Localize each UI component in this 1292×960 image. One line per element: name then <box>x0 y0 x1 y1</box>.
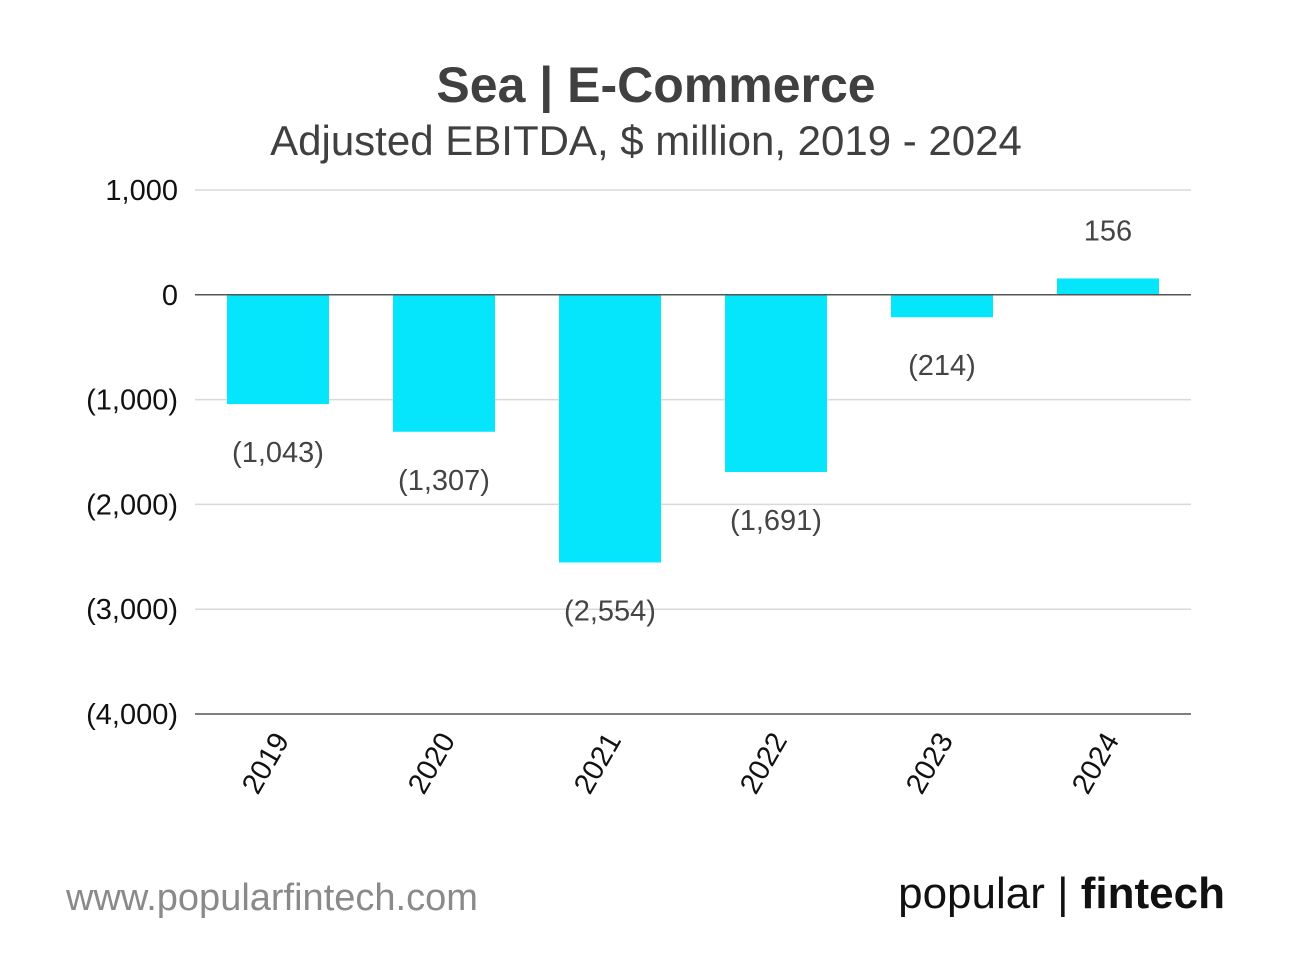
bar-2019 <box>227 294 329 405</box>
x-tick-label-2023: 2023 <box>900 728 960 800</box>
bar-2024 <box>1057 278 1159 295</box>
bar-2023 <box>891 294 993 318</box>
chart-title: Sea | E-Commerce <box>436 57 875 114</box>
bar-2021 <box>559 294 661 563</box>
data-label-2022: (1,691) <box>730 505 822 537</box>
x-tick-label-2020: 2020 <box>402 728 462 800</box>
y-tick-label: 0 <box>162 280 178 312</box>
y-tick-label: 1,000 <box>105 175 178 207</box>
y-tick-label: (3,000) <box>86 594 178 626</box>
data-label-2021: (2,554) <box>564 595 656 627</box>
bar-2020 <box>393 294 495 432</box>
chart-subtitle: Adjusted EBITDA, $ million, 2019 - 2024 <box>270 117 1022 164</box>
axes <box>195 294 1191 715</box>
data-label-2024: 156 <box>1084 215 1132 247</box>
x-axis-tick-labels: 2019 2020 2021 2022 2023 2024 <box>236 728 1126 800</box>
data-label-2020: (1,307) <box>398 465 490 497</box>
data-label-2019: (1,043) <box>232 437 324 469</box>
bars <box>227 278 1159 563</box>
brand-logo: popular | fintech <box>898 869 1225 918</box>
x-tick-label-2021: 2021 <box>568 728 628 800</box>
gridlines <box>195 189 1191 610</box>
brand-logo-right: fintech <box>1081 869 1225 918</box>
data-labels: (1,043) (1,307) (2,554) (1,691) (214) 156 <box>232 215 1132 627</box>
y-axis-tick-labels: 1,000 0 (1,000) (2,000) (3,000) (4,000) <box>86 175 178 731</box>
x-tick-label-2024: 2024 <box>1066 728 1126 800</box>
brand-logo-left: popular | <box>898 869 1068 918</box>
bar-2022 <box>725 294 827 473</box>
website-url: www.popularfintech.com <box>65 877 478 919</box>
x-tick-label-2019: 2019 <box>236 728 296 800</box>
y-tick-label: (4,000) <box>86 699 178 731</box>
y-tick-label: (2,000) <box>86 489 178 521</box>
y-tick-label: (1,000) <box>86 385 178 417</box>
data-label-2023: (214) <box>908 350 976 382</box>
x-tick-label-2022: 2022 <box>734 728 794 800</box>
